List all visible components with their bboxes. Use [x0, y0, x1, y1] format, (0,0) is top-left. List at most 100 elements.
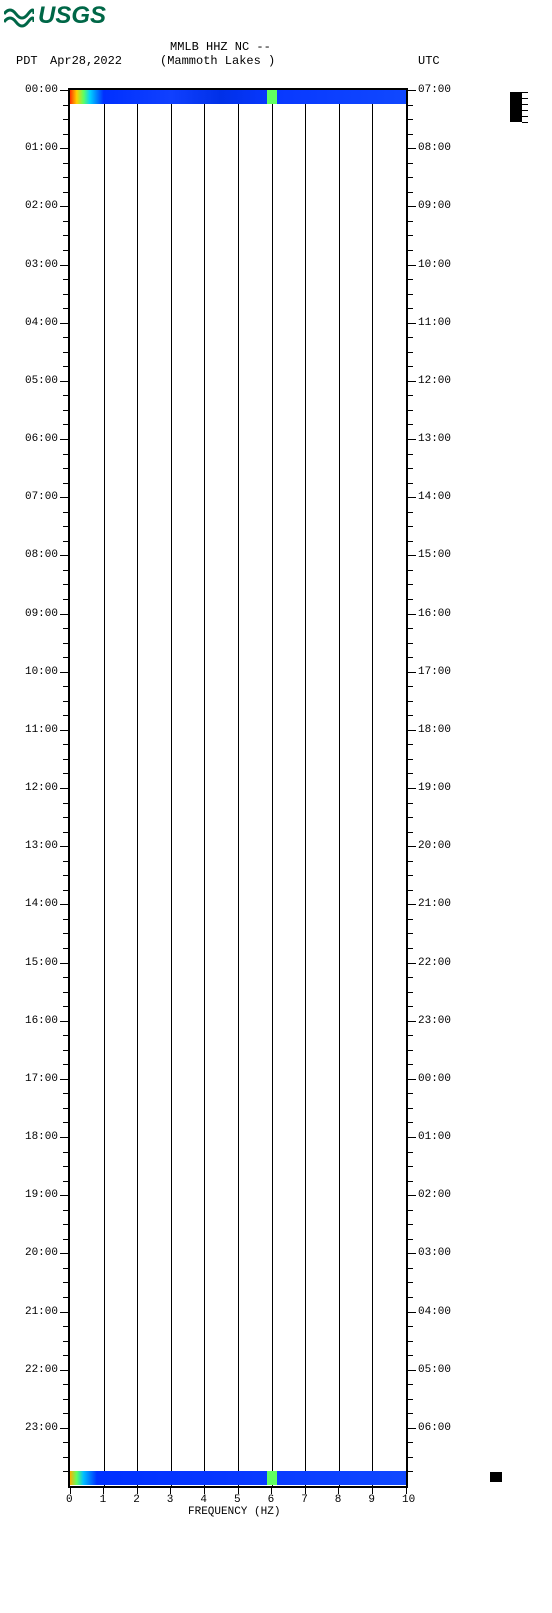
left-major-tick — [60, 1370, 68, 1371]
right-minor-tick — [408, 177, 413, 178]
right-hour-label: 03:00 — [418, 1247, 451, 1259]
left-minor-tick — [63, 1399, 68, 1400]
left-major-tick — [60, 1195, 68, 1196]
right-hour-label: 22:00 — [418, 957, 451, 969]
right-minor-tick — [408, 686, 413, 687]
left-minor-tick — [63, 861, 68, 862]
colorbar-tick — [522, 122, 528, 123]
left-hour-label: 23:00 — [10, 1422, 58, 1434]
left-hour-label: 22:00 — [10, 1364, 58, 1376]
right-minor-tick — [408, 715, 413, 716]
right-hour-label: 16:00 — [418, 608, 451, 620]
right-minor-tick — [408, 803, 413, 804]
left-minor-tick — [63, 744, 68, 745]
right-hour-label: 11:00 — [418, 317, 451, 329]
right-major-tick — [408, 1428, 416, 1429]
right-minor-tick — [408, 584, 413, 585]
right-hour-label: 06:00 — [418, 1422, 451, 1434]
colorbar-tick — [522, 98, 528, 99]
x-tick-label: 3 — [167, 1494, 174, 1506]
left-hour-label: 16:00 — [10, 1015, 58, 1027]
right-minor-tick — [408, 279, 413, 280]
right-minor-tick — [408, 250, 413, 251]
station-line2: (Mammoth Lakes ) — [160, 54, 275, 68]
left-minor-tick — [63, 366, 68, 367]
left-major-tick — [60, 1312, 68, 1313]
right-minor-tick — [408, 395, 413, 396]
x-tick-label: 6 — [268, 1494, 275, 1506]
x-tick-label: 2 — [133, 1494, 140, 1506]
right-minor-tick — [408, 483, 413, 484]
left-hour-label: 00:00 — [10, 84, 58, 96]
left-major-tick — [60, 206, 68, 207]
left-hour-label: 15:00 — [10, 957, 58, 969]
usgs-logo-text: USGS — [38, 2, 106, 30]
colorbar — [490, 1472, 502, 1482]
left-minor-tick — [63, 1413, 68, 1414]
left-minor-tick — [63, 1064, 68, 1065]
right-major-tick — [408, 555, 416, 556]
left-minor-tick — [63, 395, 68, 396]
right-minor-tick — [408, 657, 413, 658]
right-minor-tick — [408, 424, 413, 425]
left-minor-tick — [63, 817, 68, 818]
right-major-tick — [408, 963, 416, 964]
left-minor-tick — [63, 1108, 68, 1109]
left-major-tick — [60, 788, 68, 789]
left-minor-tick — [63, 1457, 68, 1458]
left-minor-tick — [63, 308, 68, 309]
right-minor-tick — [408, 352, 413, 353]
left-hour-label: 21:00 — [10, 1306, 58, 1318]
left-hour-label: 20:00 — [10, 1247, 58, 1259]
x-gridline — [171, 90, 172, 1486]
left-minor-tick — [63, 1355, 68, 1356]
x-tick-label: 4 — [200, 1494, 207, 1506]
tz-right: UTC — [418, 54, 440, 68]
left-minor-tick — [63, 1035, 68, 1036]
left-minor-tick — [63, 715, 68, 716]
right-minor-tick — [408, 977, 413, 978]
left-minor-tick — [63, 1341, 68, 1342]
right-minor-tick — [408, 1268, 413, 1269]
right-major-tick — [408, 265, 416, 266]
left-major-tick — [60, 90, 68, 91]
right-major-tick — [408, 206, 416, 207]
right-minor-tick — [408, 1341, 413, 1342]
right-minor-tick — [408, 468, 413, 469]
left-minor-tick — [63, 134, 68, 135]
right-minor-tick — [408, 134, 413, 135]
right-minor-tick — [408, 1457, 413, 1458]
left-minor-tick — [63, 468, 68, 469]
right-minor-tick — [408, 1064, 413, 1065]
right-minor-tick — [408, 1108, 413, 1109]
right-minor-tick — [408, 1224, 413, 1225]
left-major-tick — [60, 904, 68, 905]
left-hour-label: 09:00 — [10, 608, 58, 620]
right-minor-tick — [408, 163, 413, 164]
right-minor-tick — [408, 744, 413, 745]
left-hour-label: 10:00 — [10, 666, 58, 678]
left-minor-tick — [63, 119, 68, 120]
left-major-tick — [60, 963, 68, 964]
right-minor-tick — [408, 1326, 413, 1327]
x-gridline — [238, 90, 239, 1486]
left-major-tick — [60, 1021, 68, 1022]
right-hour-label: 01:00 — [418, 1131, 451, 1143]
left-major-tick — [60, 1428, 68, 1429]
left-major-tick — [60, 672, 68, 673]
right-minor-tick — [408, 192, 413, 193]
left-minor-tick — [63, 294, 68, 295]
left-minor-tick — [63, 832, 68, 833]
usgs-logo: USGS — [4, 2, 106, 30]
left-hour-label: 14:00 — [10, 898, 58, 910]
left-hour-label: 17:00 — [10, 1073, 58, 1085]
right-minor-tick — [408, 1006, 413, 1007]
right-major-tick — [408, 614, 416, 615]
right-major-tick — [408, 497, 416, 498]
left-minor-tick — [63, 235, 68, 236]
left-minor-tick — [63, 279, 68, 280]
right-minor-tick — [408, 832, 413, 833]
right-minor-tick — [408, 454, 413, 455]
left-minor-tick — [63, 803, 68, 804]
left-minor-tick — [63, 1442, 68, 1443]
